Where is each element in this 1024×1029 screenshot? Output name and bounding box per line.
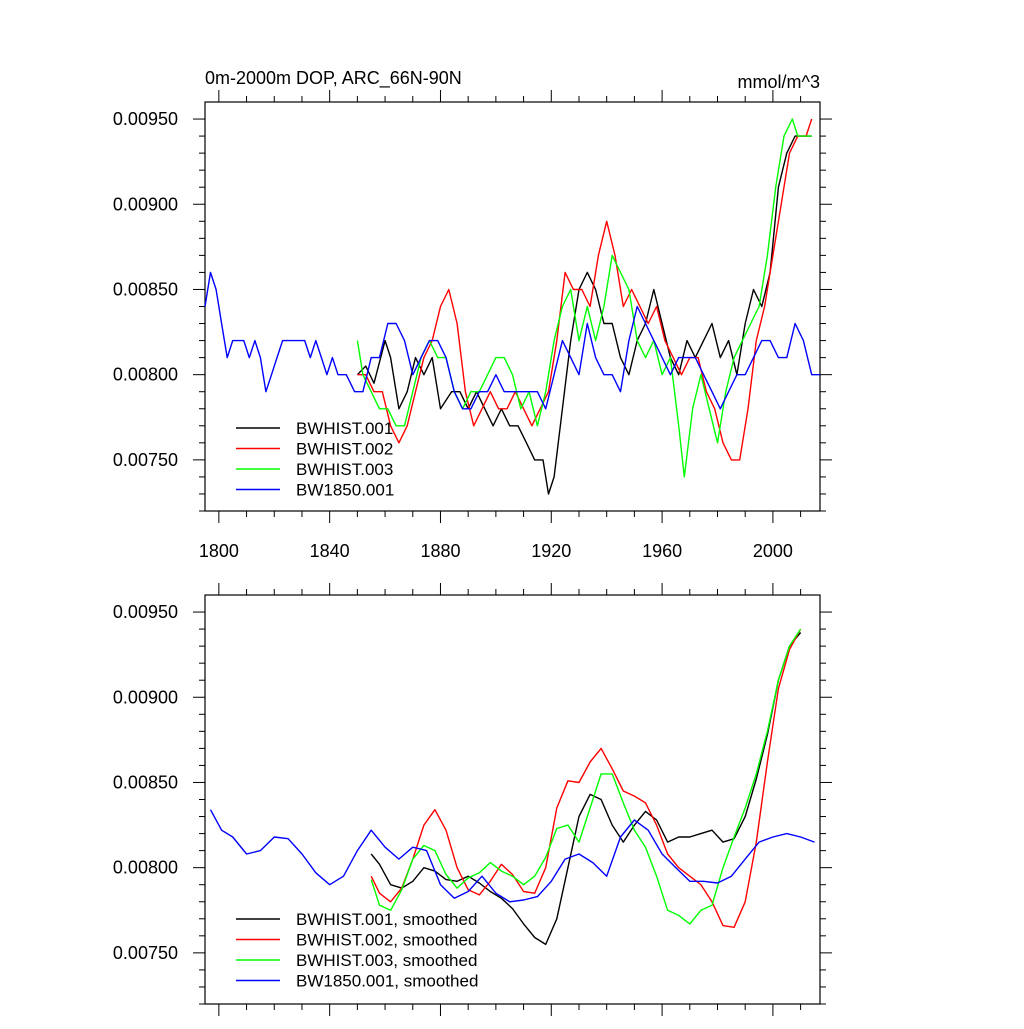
series-line-bwhist-002	[357, 118, 813, 461]
y-tick-label: 0.00750	[113, 450, 178, 470]
legend-label: BWHIST.002	[296, 440, 393, 459]
legend-label: BWHIST.001, smoothed	[296, 910, 477, 929]
x-tick-label: 1840	[310, 541, 350, 561]
y-tick-label: 0.00850	[113, 279, 178, 299]
legend-label: BWHIST.003, smoothed	[296, 951, 477, 970]
legend-label: BW1850.001	[296, 481, 394, 500]
legend-label: BWHIST.002, smoothed	[296, 931, 477, 950]
y-tick-label: 0.00750	[113, 943, 178, 963]
x-tick-label: 1800	[199, 541, 239, 561]
series-line-bw1850-001-smoothed	[209, 809, 815, 903]
top-panel: 0m-2000m DOP, ARC_66N-90N mmol/m^3 1800 1…	[113, 68, 832, 561]
legend-label: BWHIST.003	[296, 460, 393, 479]
y-tick-label: 0.00800	[113, 858, 178, 878]
y-tick-label: 0.00950	[113, 602, 178, 622]
bottom-panel: 0.00750 0.00800 0.00850 0.00900 0.00950 BWHI…	[113, 583, 832, 1016]
legend-label: BW1850.001, smoothed	[296, 972, 478, 991]
y-tick-label: 0.00800	[113, 365, 178, 385]
series-line-bwhist-002-smoothed	[370, 628, 802, 928]
x-tick-label: 1920	[531, 541, 571, 561]
top-series-group	[204, 118, 820, 495]
series-line-bwhist-003	[356, 118, 812, 478]
x-tick-label: 1960	[642, 541, 682, 561]
x-tick-label: 1880	[420, 541, 460, 561]
y-tick-label: 0.00900	[113, 194, 178, 214]
y-tick-label: 0.00850	[113, 772, 178, 792]
bottom-ticks: 0.00750 0.00800 0.00850 0.00900 0.00950	[113, 583, 832, 1016]
y-tick-label: 0.00900	[113, 687, 178, 707]
series-line-bwhist-001-smoothed	[370, 632, 802, 946]
y-tick-label: 0.00950	[113, 109, 178, 129]
bottom-series-group	[209, 628, 815, 946]
top-title: 0m-2000m DOP, ARC_66N-90N	[205, 68, 462, 89]
top-ticks: 1800 1840 1880 1920 1960 2000 0.00750 0.00800 0.…	[113, 90, 832, 561]
series-line-bw1850-001	[204, 271, 820, 410]
series-line-bwhist-001	[356, 135, 812, 495]
legend-label: BWHIST.001	[296, 419, 393, 438]
x-tick-label: 2000	[753, 541, 793, 561]
bottom-legend: BWHIST.001, smoothed BWHIST.002, smoothed…	[236, 910, 478, 991]
top-units-label: mmol/m^3	[738, 72, 820, 92]
series-line-bwhist-003-smoothed	[370, 628, 802, 925]
